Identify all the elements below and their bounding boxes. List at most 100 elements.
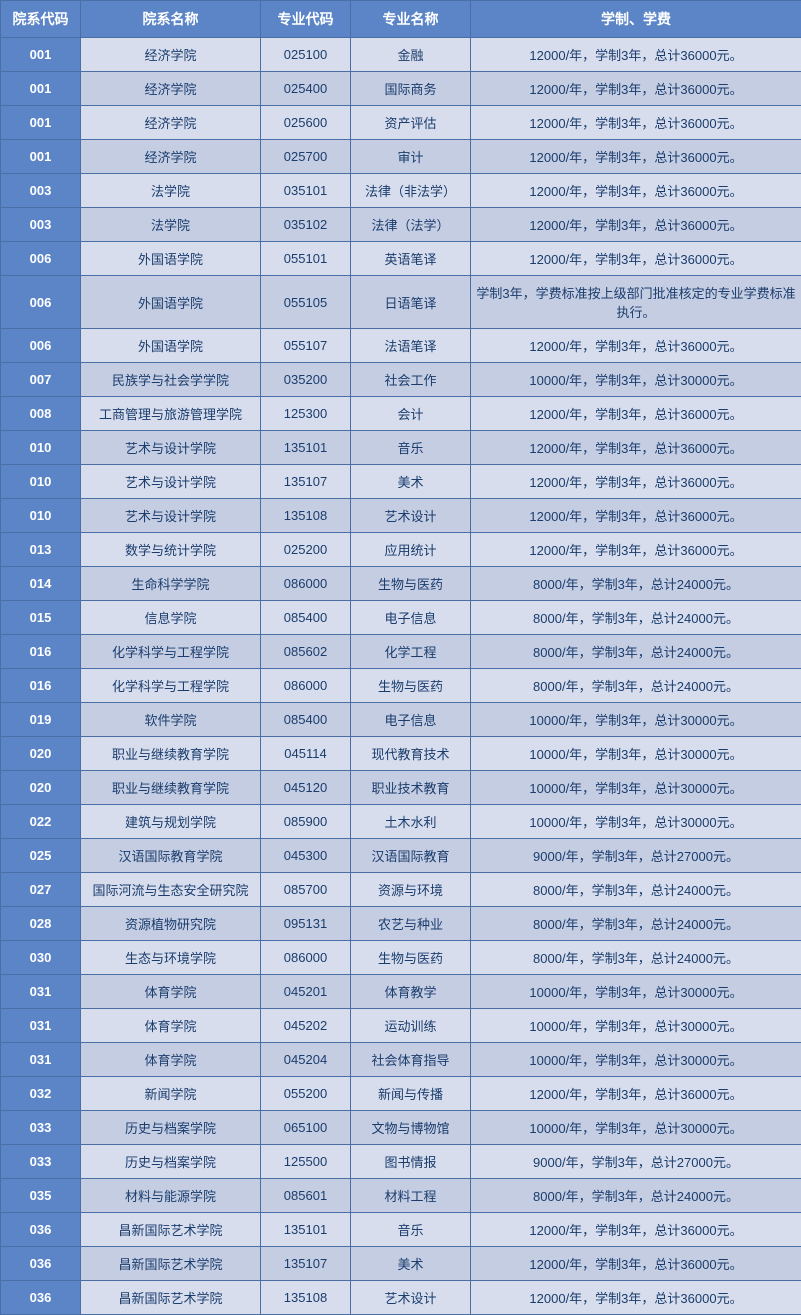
table-row: 008工商管理与旅游管理学院125300会计12000/年，学制3年，总计360… xyxy=(1,397,801,431)
cell-tuition: 12000/年，学制3年，总计36000元。 xyxy=(471,38,801,72)
cell-dept-name: 建筑与规划学院 xyxy=(81,805,261,839)
cell-major-code: 025200 xyxy=(261,533,351,567)
cell-tuition: 12000/年，学制3年，总计36000元。 xyxy=(471,1213,801,1247)
cell-major-name: 会计 xyxy=(351,397,471,431)
cell-dept-code: 022 xyxy=(1,805,81,839)
cell-dept-code: 001 xyxy=(1,38,81,72)
cell-major-code: 085700 xyxy=(261,873,351,907)
cell-dept-name: 历史与档案学院 xyxy=(81,1111,261,1145)
cell-dept-code: 031 xyxy=(1,1009,81,1043)
cell-dept-name: 化学科学与工程学院 xyxy=(81,669,261,703)
cell-tuition: 8000/年，学制3年，总计24000元。 xyxy=(471,1179,801,1213)
table-row: 001经济学院025700审计12000/年，学制3年，总计36000元。 xyxy=(1,140,801,174)
cell-major-name: 生物与医药 xyxy=(351,669,471,703)
cell-dept-name: 数学与统计学院 xyxy=(81,533,261,567)
cell-major-code: 035200 xyxy=(261,363,351,397)
cell-dept-code: 035 xyxy=(1,1179,81,1213)
cell-major-code: 125300 xyxy=(261,397,351,431)
cell-dept-code: 028 xyxy=(1,907,81,941)
cell-major-name: 日语笔译 xyxy=(351,276,471,329)
cell-tuition: 12000/年，学制3年，总计36000元。 xyxy=(471,1077,801,1111)
table-row: 020职业与继续教育学院045114现代教育技术10000/年，学制3年，总计3… xyxy=(1,737,801,771)
cell-dept-code: 006 xyxy=(1,329,81,363)
cell-major-name: 现代教育技术 xyxy=(351,737,471,771)
table-row: 036昌新国际艺术学院135108艺术设计12000/年，学制3年，总计3600… xyxy=(1,1281,801,1315)
cell-tuition: 12000/年，学制3年，总计36000元。 xyxy=(471,1247,801,1281)
cell-dept-code: 031 xyxy=(1,975,81,1009)
cell-major-name: 社会体育指导 xyxy=(351,1043,471,1077)
cell-dept-name: 昌新国际艺术学院 xyxy=(81,1247,261,1281)
cell-tuition: 12000/年，学制3年，总计36000元。 xyxy=(471,397,801,431)
table-row: 006外国语学院055105日语笔译学制3年，学费标准按上级部门批准核定的专业学… xyxy=(1,276,801,329)
table-row: 020职业与继续教育学院045120职业技术教育10000/年，学制3年，总计3… xyxy=(1,771,801,805)
cell-dept-code: 001 xyxy=(1,106,81,140)
cell-dept-code: 006 xyxy=(1,276,81,329)
table-row: 022建筑与规划学院085900土木水利10000/年，学制3年，总计30000… xyxy=(1,805,801,839)
cell-tuition: 学制3年，学费标准按上级部门批准核定的专业学费标准执行。 xyxy=(471,276,801,329)
cell-major-name: 英语笔译 xyxy=(351,242,471,276)
cell-dept-name: 信息学院 xyxy=(81,601,261,635)
cell-dept-name: 化学科学与工程学院 xyxy=(81,635,261,669)
cell-tuition: 12000/年，学制3年，总计36000元。 xyxy=(471,242,801,276)
cell-dept-code: 030 xyxy=(1,941,81,975)
cell-major-code: 035101 xyxy=(261,174,351,208)
cell-dept-name: 生命科学学院 xyxy=(81,567,261,601)
cell-tuition: 8000/年，学制3年，总计24000元。 xyxy=(471,601,801,635)
cell-dept-code: 003 xyxy=(1,174,81,208)
cell-dept-name: 职业与继续教育学院 xyxy=(81,771,261,805)
cell-dept-name: 职业与继续教育学院 xyxy=(81,737,261,771)
cell-dept-name: 体育学院 xyxy=(81,1043,261,1077)
cell-major-code: 045120 xyxy=(261,771,351,805)
cell-major-name: 土木水利 xyxy=(351,805,471,839)
cell-major-name: 审计 xyxy=(351,140,471,174)
cell-major-code: 086000 xyxy=(261,567,351,601)
cell-dept-name: 法学院 xyxy=(81,208,261,242)
table-row: 031体育学院045204社会体育指导10000/年，学制3年，总计30000元… xyxy=(1,1043,801,1077)
cell-dept-name: 经济学院 xyxy=(81,38,261,72)
table-row: 001经济学院025600资产评估12000/年，学制3年，总计36000元。 xyxy=(1,106,801,140)
cell-dept-code: 033 xyxy=(1,1145,81,1179)
cell-tuition: 12000/年，学制3年，总计36000元。 xyxy=(471,208,801,242)
cell-major-code: 045114 xyxy=(261,737,351,771)
cell-dept-name: 生态与环境学院 xyxy=(81,941,261,975)
cell-tuition: 9000/年，学制3年，总计27000元。 xyxy=(471,839,801,873)
cell-dept-name: 历史与档案学院 xyxy=(81,1145,261,1179)
cell-dept-code: 008 xyxy=(1,397,81,431)
cell-tuition: 12000/年，学制3年，总计36000元。 xyxy=(471,106,801,140)
table-row: 016化学科学与工程学院086000生物与医药8000/年，学制3年，总计240… xyxy=(1,669,801,703)
cell-major-code: 045204 xyxy=(261,1043,351,1077)
cell-major-name: 国际商务 xyxy=(351,72,471,106)
cell-tuition: 12000/年，学制3年，总计36000元。 xyxy=(471,533,801,567)
cell-dept-code: 025 xyxy=(1,839,81,873)
cell-tuition: 9000/年，学制3年，总计27000元。 xyxy=(471,1145,801,1179)
cell-dept-code: 020 xyxy=(1,737,81,771)
cell-major-name: 音乐 xyxy=(351,1213,471,1247)
header-major-code: 专业代码 xyxy=(261,1,351,38)
table-row: 031体育学院045202运动训练10000/年，学制3年，总计30000元。 xyxy=(1,1009,801,1043)
cell-major-code: 125500 xyxy=(261,1145,351,1179)
cell-major-name: 农艺与种业 xyxy=(351,907,471,941)
cell-major-name: 资产评估 xyxy=(351,106,471,140)
cell-dept-code: 036 xyxy=(1,1213,81,1247)
cell-tuition: 10000/年，学制3年，总计30000元。 xyxy=(471,1009,801,1043)
cell-dept-name: 软件学院 xyxy=(81,703,261,737)
cell-tuition: 12000/年，学制3年，总计36000元。 xyxy=(471,174,801,208)
header-tuition: 学制、学费 xyxy=(471,1,801,38)
cell-major-code: 135107 xyxy=(261,465,351,499)
cell-major-name: 艺术设计 xyxy=(351,1281,471,1315)
cell-dept-code: 020 xyxy=(1,771,81,805)
table-row: 033历史与档案学院125500图书情报9000/年，学制3年，总计27000元… xyxy=(1,1145,801,1179)
cell-dept-code: 027 xyxy=(1,873,81,907)
cell-major-code: 085602 xyxy=(261,635,351,669)
table-row: 016化学科学与工程学院085602化学工程8000/年，学制3年，总计2400… xyxy=(1,635,801,669)
cell-major-name: 材料工程 xyxy=(351,1179,471,1213)
cell-major-name: 美术 xyxy=(351,1247,471,1281)
table-row: 033历史与档案学院065100文物与博物馆10000/年，学制3年，总计300… xyxy=(1,1111,801,1145)
header-dept-name: 院系名称 xyxy=(81,1,261,38)
cell-major-name: 电子信息 xyxy=(351,703,471,737)
table-row: 010艺术与设计学院135107美术12000/年，学制3年，总计36000元。 xyxy=(1,465,801,499)
cell-dept-name: 新闻学院 xyxy=(81,1077,261,1111)
cell-tuition: 8000/年，学制3年，总计24000元。 xyxy=(471,907,801,941)
cell-dept-code: 031 xyxy=(1,1043,81,1077)
header-dept-code: 院系代码 xyxy=(1,1,81,38)
